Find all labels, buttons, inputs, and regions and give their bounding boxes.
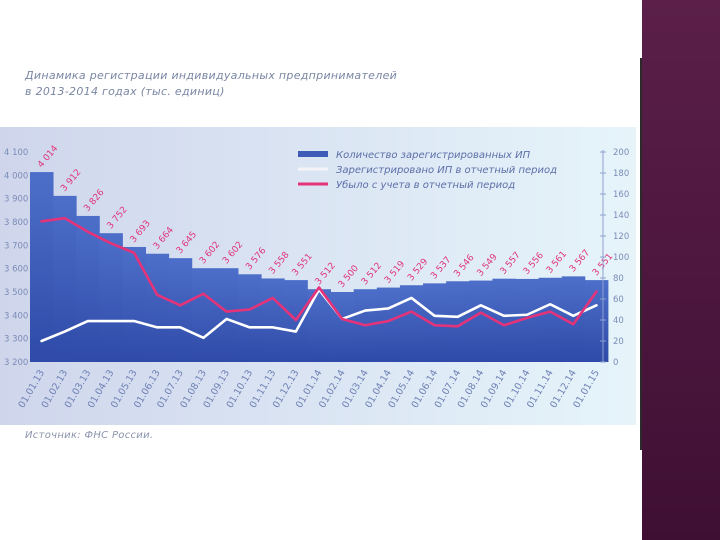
bar [399, 285, 424, 362]
left-axis-tick-label: 3 500 [4, 288, 28, 298]
bar [261, 278, 285, 362]
chart-title-line-2: в 2013-2014 годах (тыс. единиц) [25, 85, 225, 98]
bar [469, 280, 493, 362]
left-axis-tick-label: 3 700 [4, 241, 28, 251]
right-axis-tick-label: 80 [613, 274, 624, 284]
right-axis-tick-label: 200 [613, 148, 629, 158]
bar [122, 246, 146, 362]
bar [191, 268, 216, 362]
source-note: Источник: ФНС России. [25, 430, 154, 441]
legend-swatch-bar [298, 151, 328, 157]
chart-title: Динамика регистрации индивидуальных пред… [25, 68, 445, 100]
right-axis-tick-label: 180 [613, 169, 629, 179]
right-axis-tick-label: 60 [613, 295, 624, 305]
left-axis-tick-label: 3 200 [4, 358, 28, 368]
bar [168, 258, 193, 362]
bar [30, 172, 54, 362]
bar [53, 195, 77, 362]
left-axis-tick-label: 3 400 [4, 311, 28, 321]
right-axis-tick-label: 120 [613, 232, 629, 242]
bar [515, 278, 540, 362]
legend-label: Количество зарегистрированных ИП [336, 150, 531, 161]
left-axis-tick-label: 4 100 [4, 148, 28, 158]
bar [423, 283, 447, 362]
chart-title-line-1: Динамика регистрации индивидуальных пред… [25, 69, 398, 82]
right-axis-tick-label: 0 [613, 358, 618, 368]
left-axis-tick-label: 3 900 [4, 195, 28, 205]
bar [76, 215, 100, 362]
right-axis-tick-label: 160 [613, 190, 629, 200]
bar [561, 276, 586, 362]
left-axis-tick-label: 4 000 [4, 171, 28, 181]
right-axis-tick-label: 40 [613, 316, 624, 326]
legend-label: Убыло с учета в отчетный период [336, 179, 515, 191]
bar [330, 292, 355, 362]
bar [307, 289, 331, 362]
right-axis-tick-label: 20 [613, 337, 624, 347]
bar [446, 281, 470, 362]
left-axis-tick-label: 3 600 [4, 265, 28, 275]
slide-divider-line [640, 58, 642, 450]
bar [376, 287, 401, 362]
left-axis-tick-label: 3 300 [4, 335, 28, 345]
bar [145, 253, 170, 362]
left-axis-tick-label: 3 800 [4, 218, 28, 228]
right-axis-tick-label: 100 [613, 253, 629, 263]
legend-label: Зарегистрировано ИП в отчетный период [336, 165, 557, 176]
bar [492, 278, 516, 362]
bar [538, 277, 563, 362]
slide-side-strip [642, 0, 720, 540]
deregistered-line [40, 216, 598, 328]
bar [214, 268, 239, 362]
bar [99, 233, 123, 362]
bar [238, 274, 262, 362]
right-axis-tick-label: 140 [613, 211, 629, 221]
